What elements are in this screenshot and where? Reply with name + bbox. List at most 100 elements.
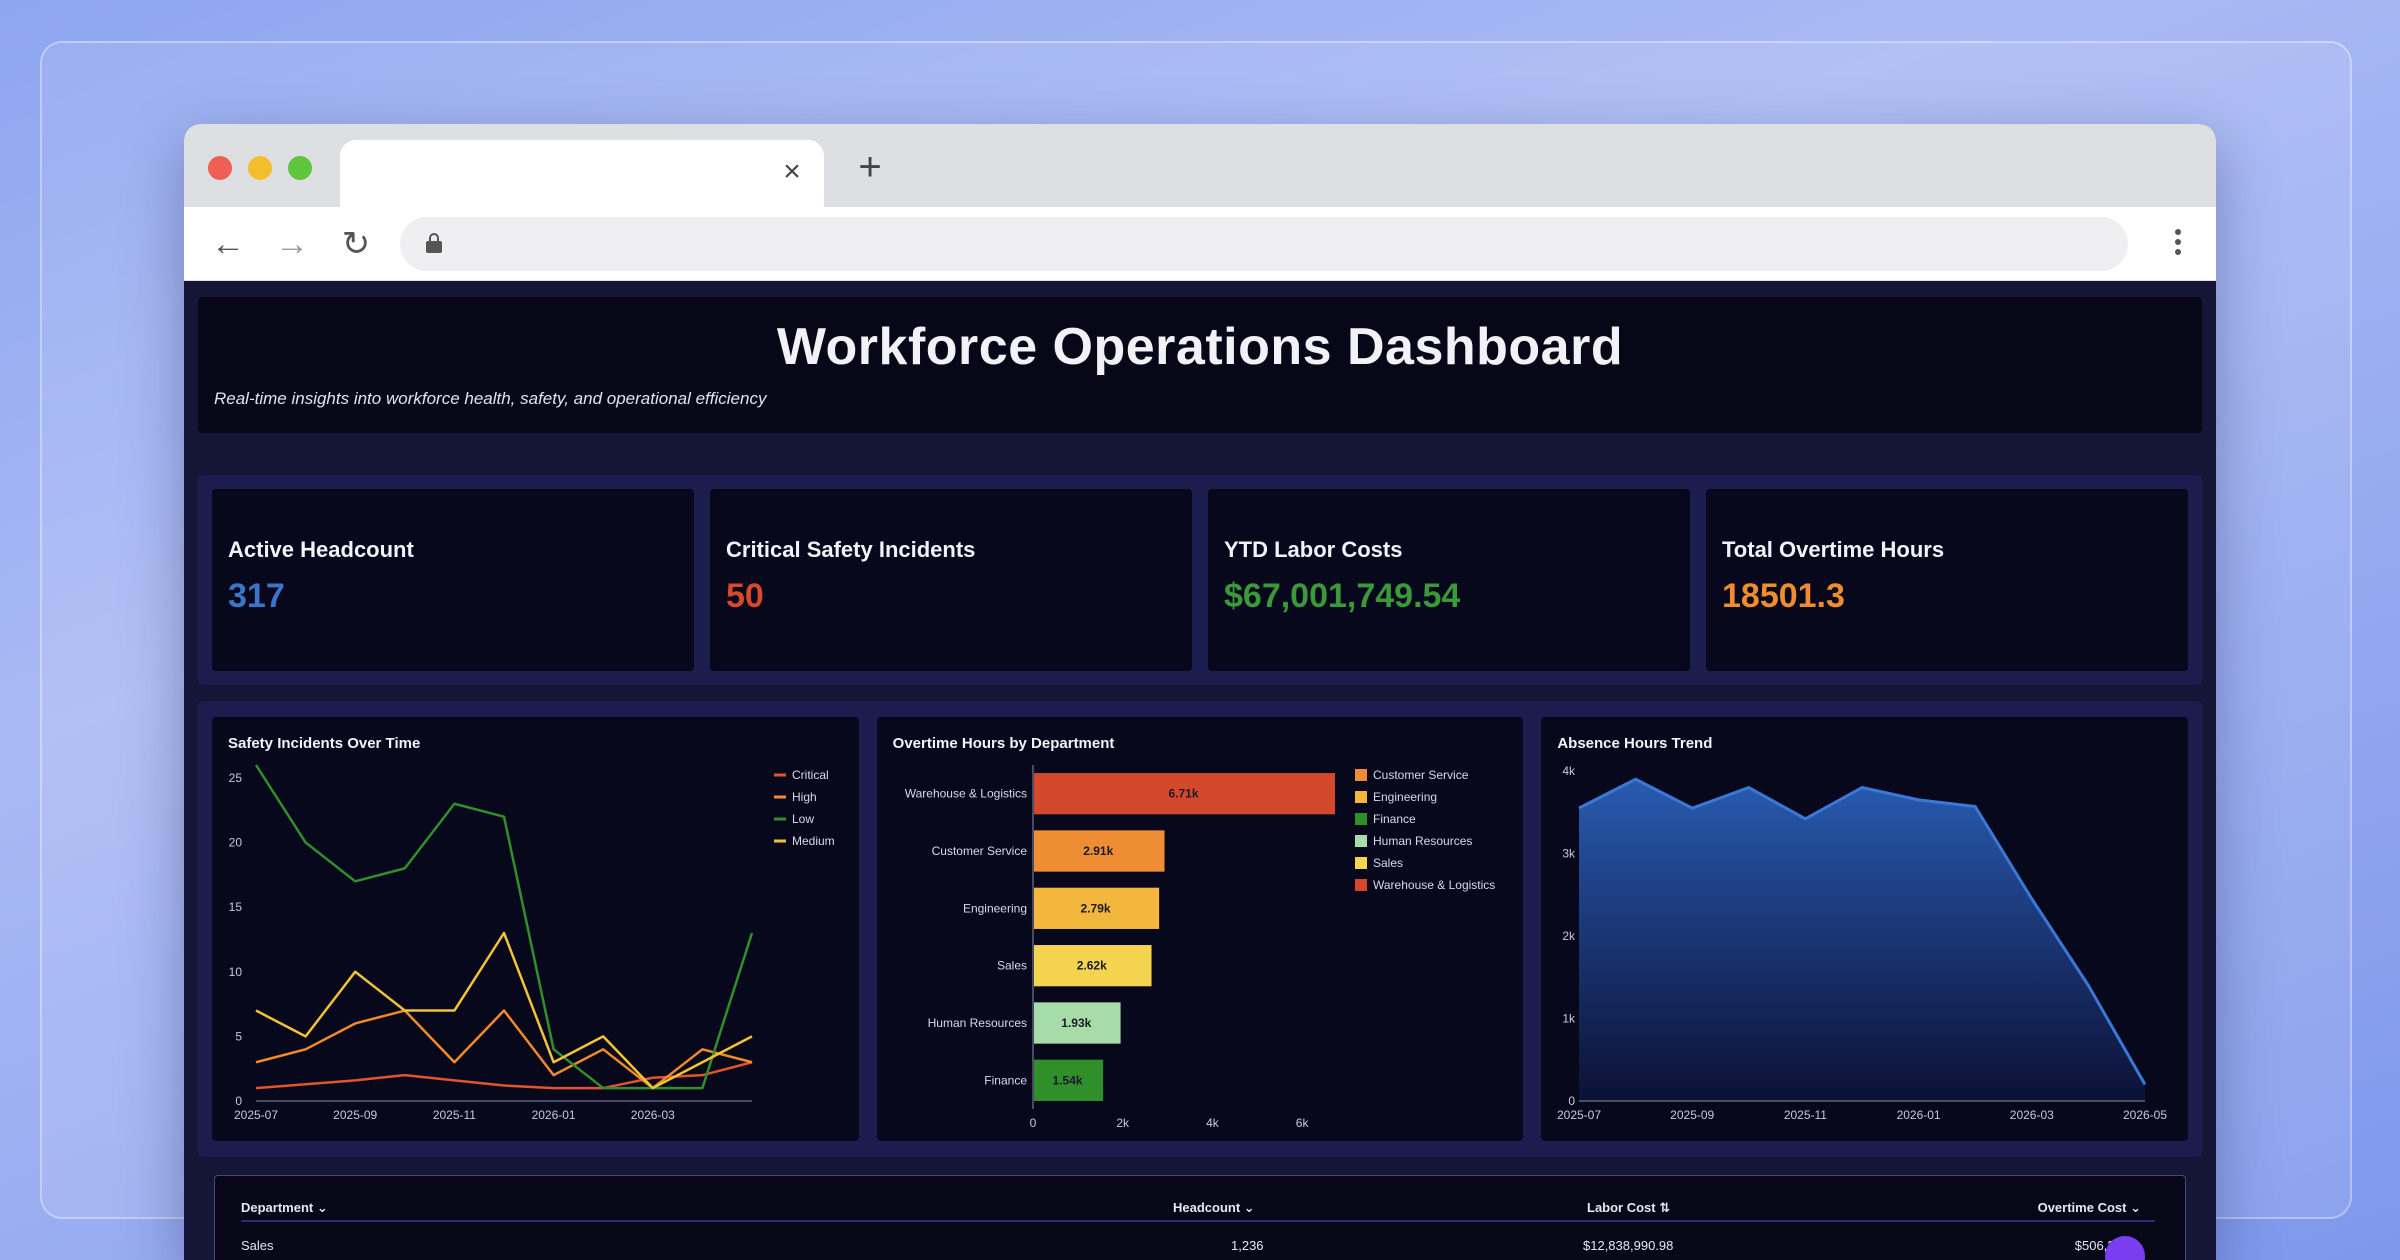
- bar: [1033, 773, 1335, 815]
- category-label: Sales: [997, 959, 1027, 973]
- sort-icon: ⇅: [1659, 1200, 1671, 1215]
- kpi-value: 317: [228, 577, 285, 615]
- chart-card-absence: 0 1k 2k 3k 4k 2025-07 2025-09 2025-11 2026-01 202…: [1541, 717, 2189, 1141]
- dashboard-page: Workforce Operations Dashboard Real-time…: [184, 281, 2216, 1260]
- x-tick-label: 2026-01: [1897, 1108, 1941, 1122]
- x-tick-label: 2k: [1116, 1116, 1130, 1130]
- category-label: Warehouse & Logistics: [904, 787, 1026, 801]
- lock-icon: [426, 233, 442, 253]
- reload-icon[interactable]: ↻: [341, 225, 371, 263]
- chart-card-safety: 0 5 10 15 20 25 2025-07 2025-09 2025-11 2026-01 20…: [212, 717, 859, 1141]
- x-tick-label: 2026-01: [532, 1108, 576, 1122]
- close-icon[interactable]: ×: [783, 155, 801, 188]
- y-tick-label: 4k: [1563, 764, 1577, 778]
- column-header-headcount[interactable]: Headcount ⌄: [1173, 1200, 1255, 1215]
- series-line-critical: [255, 1061, 753, 1090]
- x-tick-label: 2026-03: [631, 1108, 675, 1122]
- page-subtitle: Real-time insights into workforce health…: [214, 389, 767, 408]
- cell-labor-cost: $12,838,990.98: [1583, 1238, 1674, 1253]
- cell-headcount: 1,236: [1231, 1238, 1264, 1253]
- kpi-card-labor: YTD Labor Costs $67,001,749.54: [1208, 489, 1690, 671]
- x-tick-label: 2025-11: [433, 1108, 476, 1122]
- chevron-down-icon: ⌄: [2130, 1200, 2141, 1215]
- dashboard-header: Workforce Operations Dashboard Real-time…: [198, 297, 2202, 433]
- back-arrow-icon[interactable]: ←: [211, 225, 245, 263]
- category-label: Human Resources: [927, 1016, 1026, 1030]
- address-bar[interactable]: [400, 217, 2128, 271]
- legend-swatch: [1354, 857, 1367, 869]
- browser-window: × + ← → ↻ Workforce Operations Dashboard…: [184, 124, 2216, 1260]
- x-tick-label: 2026-03: [2010, 1108, 2054, 1122]
- category-label: Engineering: [963, 901, 1027, 915]
- absence-area-chart: 0 1k 2k 3k 4k 2025-07 2025-09 2025-11 2026-01 202…: [1557, 764, 2167, 1122]
- bar: [1033, 1002, 1121, 1044]
- x-tick-label: 2025-11: [1784, 1108, 1827, 1122]
- legend-label: High: [792, 790, 817, 804]
- x-tick-label: 2025-07: [1557, 1108, 1601, 1122]
- y-tick-label: 20: [229, 836, 243, 850]
- category-label: Customer Service: [931, 844, 1027, 858]
- x-tick-label: 2025-09: [1671, 1108, 1715, 1122]
- legend-swatch: [1354, 879, 1367, 891]
- x-tick-label: 0: [1029, 1116, 1036, 1130]
- y-tick-label: 5: [235, 1029, 242, 1043]
- bar: [1033, 830, 1165, 872]
- x-tick-label: 2025-07: [234, 1108, 278, 1122]
- tab-strip: × +: [184, 124, 2216, 207]
- series-line-high: [255, 1009, 753, 1090]
- kpi-row: Active Headcount 317 Critical Safety Inc…: [198, 475, 2202, 685]
- y-tick-label: 10: [229, 965, 243, 979]
- y-tick-label: 2k: [1563, 929, 1577, 943]
- data-label: 2.79k: [1080, 901, 1110, 915]
- kpi-card-overtime: Total Overtime Hours 18501.3: [1706, 489, 2188, 671]
- window-maximize-button[interactable]: [288, 156, 312, 180]
- legend-label: Low: [792, 812, 814, 826]
- forward-arrow-icon[interactable]: →: [275, 225, 309, 263]
- x-tick-label: 2026-05: [2123, 1108, 2167, 1122]
- chevron-down-icon: ⌄: [1243, 1200, 1255, 1215]
- series-line-low: [254, 764, 754, 1090]
- legend-label: Critical: [792, 768, 829, 782]
- column-header-labor-cost[interactable]: Labor Cost ⇅: [1587, 1200, 1671, 1215]
- area-line: [1578, 777, 2147, 1086]
- legend-swatch: [1354, 769, 1367, 781]
- y-tick-label: 0: [235, 1094, 242, 1108]
- y-tick-label: 25: [229, 771, 243, 785]
- column-header-overtime-cost[interactable]: Overtime Cost ⌄: [2037, 1200, 2141, 1215]
- x-tick-label: 6k: [1295, 1116, 1309, 1130]
- x-tick-label: 2025-09: [333, 1108, 377, 1122]
- legend-swatch: [1354, 791, 1367, 803]
- x-tick-label: 4k: [1206, 1116, 1220, 1130]
- kpi-card-headcount: Active Headcount 317: [212, 489, 694, 671]
- y-tick-label: 1k: [1563, 1012, 1577, 1026]
- legend-label: Sales: [1373, 856, 1403, 870]
- window-minimize-button[interactable]: [248, 156, 272, 180]
- legend-label: Engineering: [1373, 790, 1437, 804]
- chart-card-overtime: 0 2k 4k 6k Warehouse & Logistics 6.71k Custome…: [876, 717, 1524, 1141]
- y-tick-label: 15: [229, 900, 243, 914]
- legend-label: Medium: [792, 834, 835, 848]
- data-label: 1.93k: [1061, 1016, 1091, 1030]
- overtime-bar-chart: 0 2k 4k 6k Warehouse & Logistics 6.71k Custome…: [904, 765, 1495, 1130]
- page-title: Workforce Operations Dashboard: [776, 318, 1624, 376]
- table-header: Department ⌄ Headcount ⌄ Labor Cost ⇅ Ov…: [241, 1200, 2155, 1222]
- plus-icon[interactable]: +: [858, 145, 882, 189]
- browser-tab[interactable]: ×: [340, 140, 824, 207]
- area-fill: [1579, 779, 2146, 1101]
- safety-line-chart: 0 5 10 15 20 25 2025-07 2025-09 2025-11 2026-01 20…: [229, 764, 835, 1122]
- kpi-label: Active Headcount: [228, 537, 414, 562]
- legend-swatch: [1354, 813, 1367, 825]
- data-label: 6.71k: [1168, 787, 1198, 801]
- legend-label: Warehouse & Logistics: [1373, 878, 1495, 892]
- browser-toolbar: ← → ↻: [184, 207, 2216, 281]
- kpi-label: Critical Safety Incidents: [726, 537, 976, 562]
- kpi-value: $67,001,749.54: [1224, 577, 1461, 615]
- legend-label: Customer Service: [1373, 768, 1469, 782]
- more-menu-icon[interactable]: [2174, 229, 2182, 259]
- window-close-button[interactable]: [208, 156, 232, 180]
- kpi-card-safety: Critical Safety Incidents 50: [710, 489, 1192, 671]
- legend-label: Finance: [1373, 812, 1416, 826]
- bar: [1033, 945, 1152, 987]
- chart-title: Absence Hours Trend: [1557, 735, 1713, 752]
- column-header-department[interactable]: Department ⌄: [241, 1200, 328, 1215]
